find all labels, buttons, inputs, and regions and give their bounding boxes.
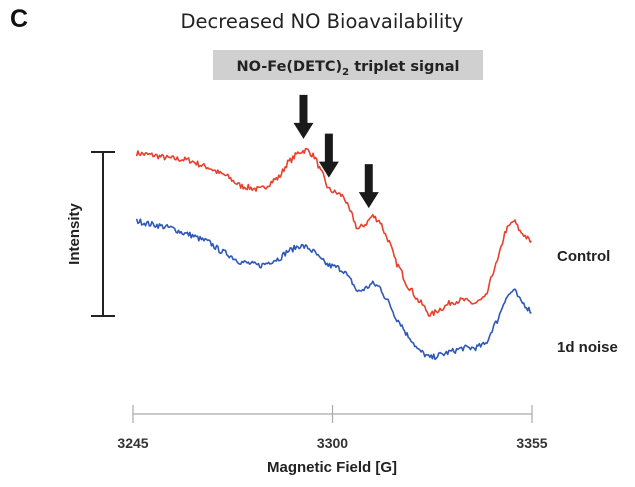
x-tick-label: 3300 bbox=[317, 435, 348, 451]
series-line-control bbox=[135, 147, 532, 317]
legend-control: Control bbox=[557, 248, 610, 265]
x-tick-label: 3355 bbox=[516, 435, 547, 451]
peak-arrows bbox=[293, 94, 379, 209]
arrow-down-icon bbox=[358, 164, 379, 209]
y-axis-label: Intensity bbox=[66, 203, 83, 265]
arrow-down-icon bbox=[318, 133, 339, 178]
arrow-down-icon bbox=[293, 94, 314, 139]
annotation-label: NO-Fe(DETC)2 triplet signal bbox=[237, 59, 460, 78]
chart-title: Decreased NO Bioavailability bbox=[181, 10, 464, 33]
x-axis: 3245 3300 3355 bbox=[117, 405, 548, 451]
intensity-scale-bar bbox=[91, 151, 115, 317]
series-group bbox=[135, 147, 532, 361]
x-tick-label: 3245 bbox=[117, 435, 148, 451]
x-axis-label: Magnetic Field [G] bbox=[267, 459, 397, 476]
legend-1d-noise: 1d noise bbox=[557, 339, 618, 356]
panel-label: C bbox=[10, 5, 28, 33]
signal-annotation-box: NO-Fe(DETC)2 triplet signal bbox=[213, 50, 483, 80]
series-line-1d-noise bbox=[135, 218, 532, 361]
annotation-background bbox=[213, 50, 483, 80]
